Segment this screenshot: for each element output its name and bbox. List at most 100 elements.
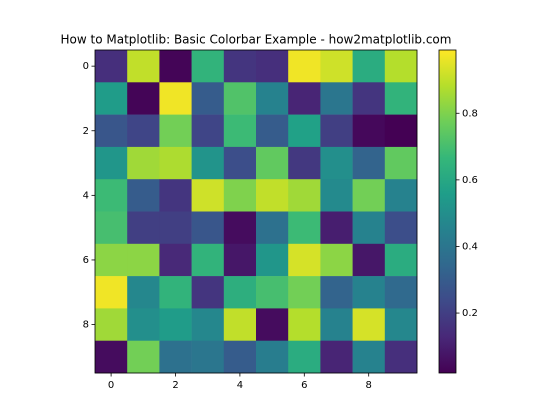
heatmap-cell [191, 211, 225, 245]
heatmap-cell [223, 308, 257, 341]
heatmap-cell [95, 114, 128, 148]
heatmap-cell [223, 114, 257, 148]
heatmap-cell [191, 50, 225, 83]
heatmap-cell [320, 340, 353, 374]
heatmap-cell [384, 114, 418, 148]
heatmap-cell [256, 82, 289, 115]
heatmap-cell [320, 50, 353, 83]
heatmap-cell [352, 211, 386, 245]
heatmap-cell [320, 276, 353, 309]
heatmap-cell [127, 276, 160, 309]
heatmap-cell [288, 276, 321, 309]
heatmap-cell [320, 114, 353, 148]
y-tick-label: 8 [83, 320, 89, 331]
heatmap-cell [352, 146, 386, 180]
heatmap-cell [320, 82, 353, 115]
heatmap-cell [256, 340, 289, 374]
heatmap-cell [288, 114, 321, 148]
heatmap-cell [159, 146, 192, 180]
heatmap-cell [159, 50, 192, 83]
heatmap-cell [191, 82, 225, 115]
heatmap-cell [320, 243, 353, 277]
heatmap-cell [384, 211, 418, 245]
y-tick-label: 0 [83, 61, 89, 72]
y-tick-label: 2 [83, 126, 89, 137]
heatmap-cell [320, 146, 353, 180]
heatmap-cell [223, 179, 257, 212]
heatmap-cell [320, 179, 353, 212]
x-tick-label: 6 [301, 380, 307, 391]
heatmap-cell [256, 114, 289, 148]
colorbar [438, 49, 457, 374]
heatmap-cell [95, 146, 128, 180]
heatmap-cell [127, 211, 160, 245]
heatmap-cell [352, 114, 386, 148]
heatmap-cell [320, 211, 353, 245]
colorbar-tick-label: 0.4 [462, 241, 478, 252]
heatmap-cell [127, 146, 160, 180]
heatmap-cell [384, 276, 418, 309]
heatmap-cell [384, 50, 418, 83]
heatmap-cell [352, 340, 386, 374]
heatmap-cell [159, 114, 192, 148]
heatmap-cell [223, 340, 257, 374]
heatmap-cell [191, 114, 225, 148]
heatmap-cell [256, 179, 289, 212]
heatmap-cell [127, 114, 160, 148]
heatmap-cell [191, 179, 225, 212]
heatmap-cell [288, 243, 321, 277]
heatmap-cell [256, 243, 289, 277]
heatmap-cell [159, 308, 192, 341]
heatmap-cell [127, 50, 160, 83]
heatmap-cell [191, 146, 225, 180]
heatmap-cell [223, 82, 257, 115]
heatmap-cell [95, 340, 128, 374]
heatmap-cell [384, 82, 418, 115]
x-tick-label: 2 [172, 380, 178, 391]
heatmap-cell [288, 146, 321, 180]
heatmap-cell [288, 50, 321, 83]
heatmap-cell [127, 179, 160, 212]
heatmap-cell [223, 211, 257, 245]
heatmap-cell [352, 50, 386, 83]
heatmap-cell [159, 243, 192, 277]
heatmap-cell [288, 308, 321, 341]
heatmap-cell [256, 50, 289, 83]
heatmap-cell [256, 276, 289, 309]
heatmap-cell [320, 308, 353, 341]
heatmap-cell [288, 211, 321, 245]
y-tick-label: 4 [83, 190, 89, 201]
y-tick-label: 6 [83, 255, 89, 266]
heatmap-cell [95, 243, 128, 277]
heatmap-cell [288, 82, 321, 115]
heatmap-cell [352, 308, 386, 341]
x-tick-label: 4 [237, 380, 243, 391]
heatmap-cell [95, 82, 128, 115]
heatmap-cell [256, 211, 289, 245]
heatmap-cell [95, 308, 128, 341]
heatmap-cell [288, 179, 321, 212]
colorbar-tick-label: 0.2 [462, 308, 478, 319]
heatmap-cell [256, 146, 289, 180]
heatmap-cell [191, 340, 225, 374]
colorbar-tick-label: 0.6 [462, 175, 478, 186]
heatmap-cell [384, 340, 418, 374]
heatmap-cell [127, 340, 160, 374]
plot-frame [94, 49, 418, 374]
heatmap-cell [384, 146, 418, 180]
heatmap-cell [95, 276, 128, 309]
heatmap-cell [159, 82, 192, 115]
heatmap-cell [223, 276, 257, 309]
heatmap-cell [191, 276, 225, 309]
heatmap-cell [159, 340, 192, 374]
heatmap-cell [159, 276, 192, 309]
heatmap-cell [127, 82, 160, 115]
heatmap-cell [191, 308, 225, 341]
heatmap-cell [352, 243, 386, 277]
heatmap-cell [95, 179, 128, 212]
heatmap-cell [95, 211, 128, 245]
heatmap-cell [256, 308, 289, 341]
heatmap-cell [223, 146, 257, 180]
heatmap-cell [352, 82, 386, 115]
heatmap-cell [127, 308, 160, 341]
